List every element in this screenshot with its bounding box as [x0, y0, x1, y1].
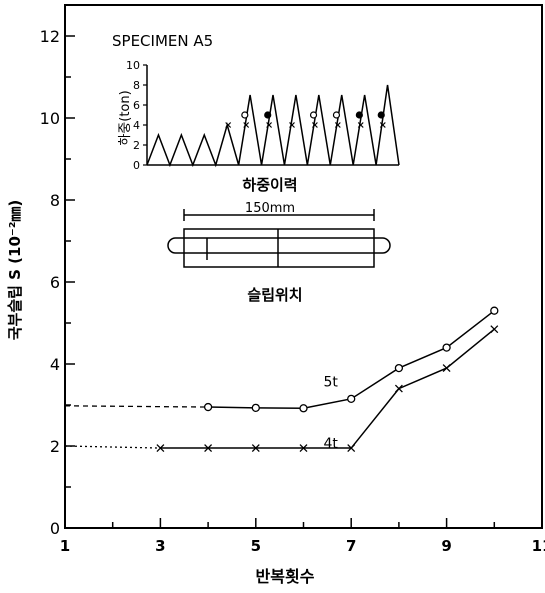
inset-mark-stroke — [289, 122, 295, 128]
data-point — [251, 444, 260, 453]
inset-x-mark — [311, 122, 318, 128]
x-tick-label: 9 — [441, 537, 451, 555]
inset-load-line — [146, 84, 400, 168]
data-point-stroke — [394, 384, 403, 393]
inset-circle-mark — [377, 111, 385, 119]
x-tick-label: 7 — [346, 537, 356, 555]
y-axis: 0 2 4 6 8 10 12 — [40, 27, 75, 538]
inset-mark-stroke — [357, 122, 364, 128]
data-point — [394, 363, 404, 373]
inset-x-mark — [357, 122, 364, 128]
data-point-stroke — [347, 444, 356, 453]
inset-y-tick-label: 4 — [133, 119, 140, 132]
y-tick-label: 10 — [40, 109, 60, 128]
inset-y-tick-label: 2 — [133, 139, 140, 152]
inset-title: SPECIMEN A5 — [112, 32, 213, 50]
inset-y-tick-label: 6 — [133, 99, 140, 112]
y-tick-label: 12 — [40, 27, 60, 46]
inset-caption: 하중이력 — [242, 176, 297, 194]
inset-y-tick-label: 0 — [133, 159, 140, 172]
data-point-stroke — [156, 444, 165, 453]
inset-mark-stroke — [225, 122, 232, 128]
data-point — [490, 325, 499, 334]
inset-y-label: 하중(ton) — [118, 90, 133, 145]
y-tick-label: 4 — [50, 355, 60, 374]
data-point — [251, 403, 260, 413]
data-point-stroke — [251, 444, 260, 453]
data-point — [347, 444, 356, 453]
series-label: 5t — [324, 374, 339, 390]
inset-circle-mark — [264, 111, 272, 119]
series-layer: 5t 4t — [64, 306, 499, 453]
data-point — [347, 394, 356, 404]
data-point-stroke — [299, 444, 308, 453]
inset-x-mark — [334, 122, 341, 128]
x-axis-label: 반복횟수 — [256, 567, 315, 586]
inset-y-tick-label: 10 — [126, 59, 140, 72]
inset-mark-stroke — [379, 122, 386, 128]
inset-y-tick-label: 8 — [133, 79, 140, 92]
specimen-diagram — [167, 209, 391, 268]
inset-circle-mark — [241, 111, 249, 119]
inset-x-mark — [266, 122, 273, 128]
series-lead-line — [64, 405, 209, 408]
y-tick-label: 0 — [50, 519, 60, 538]
data-point-stroke — [204, 444, 213, 453]
data-point — [490, 306, 499, 315]
series-line — [160, 328, 495, 449]
y-tick-label: 8 — [50, 191, 60, 210]
inset-mark-stroke — [334, 122, 341, 128]
specimen-block — [183, 228, 375, 268]
inset-circle-mark — [309, 111, 318, 119]
data-point — [299, 444, 308, 453]
inset-mark-stroke — [243, 122, 250, 128]
inset-x-mark — [289, 122, 295, 128]
inset-x-mark — [225, 122, 232, 128]
y-tick-label: 2 — [50, 437, 60, 456]
inset-load-history: 0 2 4 6 8 10 — [126, 59, 400, 172]
x-tick-label: 11 — [532, 537, 545, 555]
specimen-caption: 슬립위치 — [247, 286, 302, 304]
x-tick-label: 5 — [251, 537, 261, 555]
data-point-stroke — [490, 325, 499, 334]
inset-x-mark — [243, 122, 250, 128]
x-tick-label: 3 — [155, 537, 165, 555]
data-point — [394, 384, 403, 393]
series-lead-line — [64, 445, 161, 449]
specimen-bar — [167, 237, 391, 254]
y-axis-label: 국부슬립 S (10⁻²㎜) — [6, 200, 24, 341]
y-tick-label: 6 — [50, 273, 60, 292]
data-point — [204, 444, 213, 453]
data-point — [442, 364, 451, 373]
data-point — [299, 404, 308, 413]
data-point — [156, 444, 165, 453]
series-line — [208, 310, 495, 410]
inset-mark-stroke — [311, 122, 318, 128]
series-label: 4t — [324, 436, 339, 452]
inset-circle-mark — [332, 111, 341, 119]
x-axis: 1 3 5 7 9 11 — [60, 518, 545, 555]
inset-x-mark — [379, 122, 386, 128]
x-tick-label: 1 — [60, 537, 70, 555]
dimension-label: 150mm — [245, 201, 295, 216]
inset-circle-mark — [355, 111, 363, 119]
inset-mark-stroke — [266, 122, 273, 128]
data-point-stroke — [442, 364, 451, 373]
data-point — [442, 343, 451, 352]
data-point — [203, 402, 213, 412]
